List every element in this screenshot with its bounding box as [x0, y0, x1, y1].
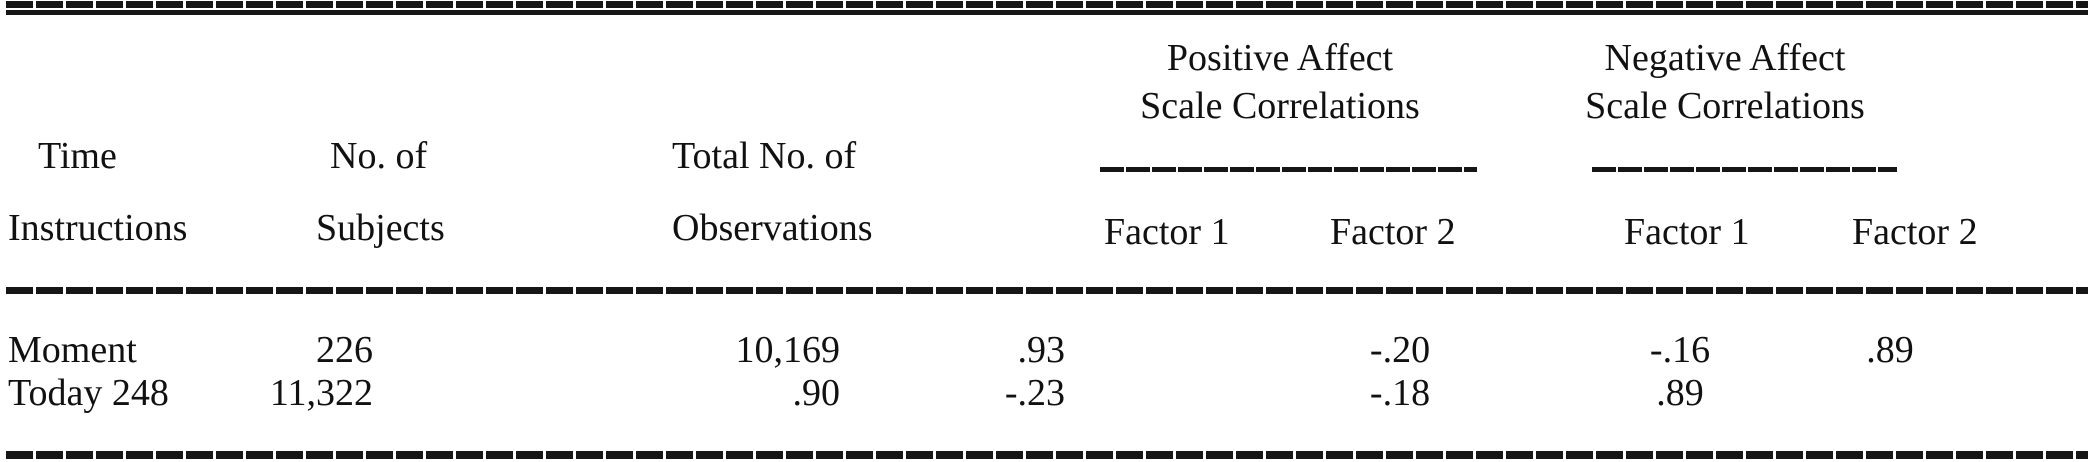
table-cell: 10,169 [735, 329, 841, 371]
positive-affect-title-line2: Scale Correlations [1140, 85, 1420, 127]
column-header-observations-line2: Observations [672, 207, 873, 249]
table-cell: -.23 [1004, 372, 1065, 414]
table-cell: -.20 [1369, 329, 1431, 371]
table-cell: Today 248 [8, 372, 169, 414]
column-header-positive-factor-2: Factor 2 [1330, 211, 1456, 253]
column-group-positive-affect: Positive Affect Scale Correlations [1085, 34, 1475, 130]
column-header-time-line2: Instructions [8, 207, 188, 249]
table-cell: .93 [1017, 329, 1066, 371]
table-header-body-rule [6, 287, 2088, 294]
table-cell: Moment [8, 329, 137, 371]
table-cell: 226 [316, 329, 373, 371]
table-row: Moment 226 10,169 .93 -.20 -.16 .89 [0, 328, 2094, 372]
table-cell: .89 [1656, 372, 1704, 414]
column-group-negative-affect: Negative Affect Scale Correlations [1530, 34, 1920, 130]
table-top-rule-solid [6, 10, 2088, 15]
table-cell: 11,322 [269, 372, 373, 414]
positive-affect-spanner-rule [1100, 167, 1477, 172]
table-cell: .90 [792, 372, 841, 414]
table-bottom-rule [6, 451, 2088, 459]
column-header-subjects-line1: No. of [330, 135, 428, 177]
negative-affect-title-line2: Scale Correlations [1585, 85, 1865, 127]
column-header-subjects-line2: Subjects [316, 207, 445, 249]
positive-affect-title-line1: Positive Affect [1166, 37, 1394, 79]
column-header-observations-line1: Total No. of [672, 135, 857, 177]
column-header-negative-factor-2: Factor 2 [1852, 211, 1978, 253]
column-header-negative-factor-1: Factor 1 [1624, 211, 1750, 253]
table-top-rule-dashed [6, 1, 2088, 8]
table-row: Today 248 11,322 .90 -.23 -.18 .89 [0, 371, 2094, 415]
table-cell: .89 [1866, 329, 1914, 371]
column-header-positive-factor-1: Factor 1 [1104, 211, 1230, 253]
table-cell: -.16 [1649, 329, 1711, 371]
negative-affect-title-line1: Negative Affect [1604, 37, 1846, 79]
table-cell: -.18 [1369, 372, 1431, 414]
negative-affect-spanner-rule [1592, 167, 1897, 172]
column-header-time-line1: Time [38, 135, 117, 177]
